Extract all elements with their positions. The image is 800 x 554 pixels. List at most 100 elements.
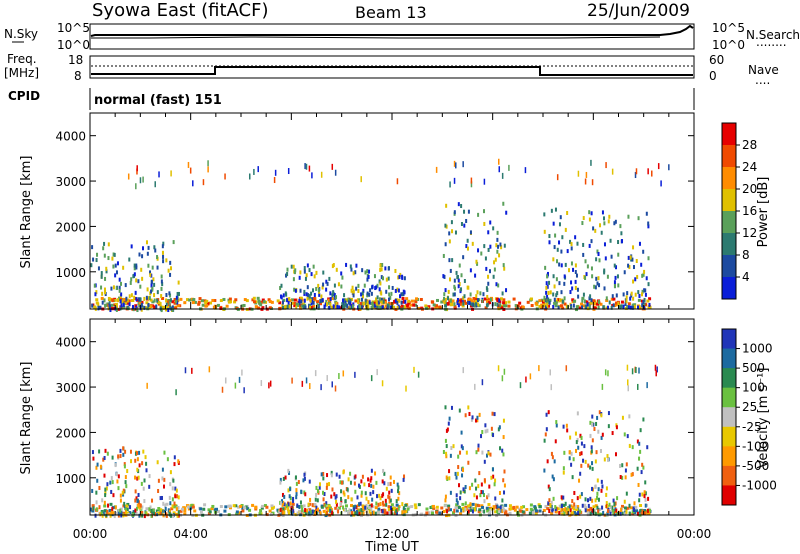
- echo-cell: [198, 297, 202, 301]
- echo-cell: [468, 486, 471, 491]
- echo-cell: [597, 497, 600, 502]
- echo-cell: [119, 299, 122, 304]
- echo-cell: [136, 168, 138, 175]
- echo-cell: [504, 304, 508, 308]
- echo-cell: [471, 302, 474, 307]
- echo-cell: [585, 300, 589, 304]
- echo-cell: [587, 463, 590, 468]
- echo-cell: [369, 288, 372, 293]
- echo-cell: [596, 281, 599, 286]
- echo-cell: [103, 287, 106, 292]
- echo-cell: [122, 511, 126, 515]
- echo-cell: [594, 484, 597, 489]
- echo-cell: [459, 450, 462, 455]
- echo-cell: [151, 265, 154, 270]
- echo-cell: [387, 505, 391, 509]
- echo-cell: [175, 299, 178, 304]
- echo-cell: [390, 503, 394, 507]
- echo-cell: [453, 177, 456, 184]
- echo-cell: [493, 412, 496, 417]
- echo-cell: [466, 246, 469, 251]
- echo-cell: [565, 365, 568, 372]
- echo-cell: [331, 381, 333, 388]
- echo-cell: [631, 303, 634, 308]
- echo-cell: [590, 266, 593, 271]
- echo-cell: [301, 380, 304, 387]
- echo-cell: [470, 299, 474, 303]
- echo-cell: [301, 507, 304, 512]
- echo-cell: [97, 302, 100, 307]
- echo-cell: [477, 212, 480, 217]
- x-tick-label: 20:00: [576, 527, 611, 541]
- echo-cell: [629, 296, 632, 301]
- echo-cell: [467, 298, 471, 302]
- echo-cell: [499, 446, 502, 451]
- echo-cell: [588, 217, 591, 222]
- echo-cell: [294, 288, 297, 293]
- echo-cell: [481, 379, 484, 386]
- echo-cell: [648, 297, 652, 301]
- echo-cell: [458, 282, 461, 287]
- echo-cell: [594, 228, 597, 233]
- echo-cell: [584, 459, 587, 464]
- echo-cell: [173, 505, 177, 509]
- echo-cell: [362, 511, 365, 516]
- echo-cell: [330, 305, 334, 309]
- echo-cell: [488, 301, 492, 305]
- echo-cell: [483, 209, 486, 214]
- echo-cell: [303, 266, 306, 271]
- echo-cell: [350, 288, 353, 293]
- echo-cell: [551, 474, 554, 479]
- echo-cell: [363, 283, 366, 288]
- echo-cell: [544, 504, 548, 508]
- echo-cell: [632, 265, 635, 270]
- echo-cell: [548, 234, 551, 239]
- echo-cell: [110, 510, 113, 515]
- echo-cell: [634, 292, 637, 297]
- echo-cell: [167, 508, 170, 513]
- echo-cell: [571, 511, 574, 516]
- echo-cell: [274, 169, 277, 176]
- echo-cell: [113, 303, 117, 307]
- echo-cell: [375, 301, 378, 306]
- echo-cell: [176, 291, 179, 296]
- echo-cell: [560, 263, 563, 268]
- echo-cell: [555, 420, 558, 425]
- echo-cell: [171, 486, 174, 491]
- echo-cell: [362, 301, 365, 306]
- echo-cell: [234, 504, 238, 508]
- echo-cell: [384, 511, 388, 515]
- echo-cell: [281, 492, 284, 497]
- echo-cell: [631, 305, 634, 310]
- echo-cell: [580, 463, 583, 468]
- echo-cell: [304, 276, 307, 281]
- echo-cell: [104, 487, 107, 492]
- echo-cell: [636, 511, 639, 516]
- echo-cell: [309, 497, 312, 502]
- echo-cell: [152, 511, 155, 516]
- echo-cell: [547, 297, 550, 302]
- echo-cell: [592, 505, 596, 509]
- echo-cell: [299, 500, 302, 505]
- echo-cell: [350, 503, 354, 507]
- echo-cell: [403, 276, 406, 281]
- echo-cell: [602, 216, 605, 221]
- echo-cell: [475, 299, 479, 303]
- echo-cell: [94, 513, 97, 518]
- echo-cell: [465, 450, 468, 455]
- echo-cell: [489, 508, 492, 513]
- echo-cell: [325, 506, 329, 510]
- echo-cell: [392, 305, 395, 310]
- echo-cell: [579, 509, 582, 514]
- echo-cell: [105, 269, 108, 274]
- echo-cell: [644, 503, 647, 508]
- echo-cell: [160, 286, 163, 291]
- colorbar-label: 28: [742, 138, 757, 152]
- echo-cell: [356, 511, 359, 516]
- echo-cell: [488, 484, 491, 489]
- echo-cell: [639, 503, 643, 507]
- echo-cell: [440, 300, 444, 304]
- echo-cell: [366, 291, 369, 296]
- echo-cell: [435, 505, 439, 509]
